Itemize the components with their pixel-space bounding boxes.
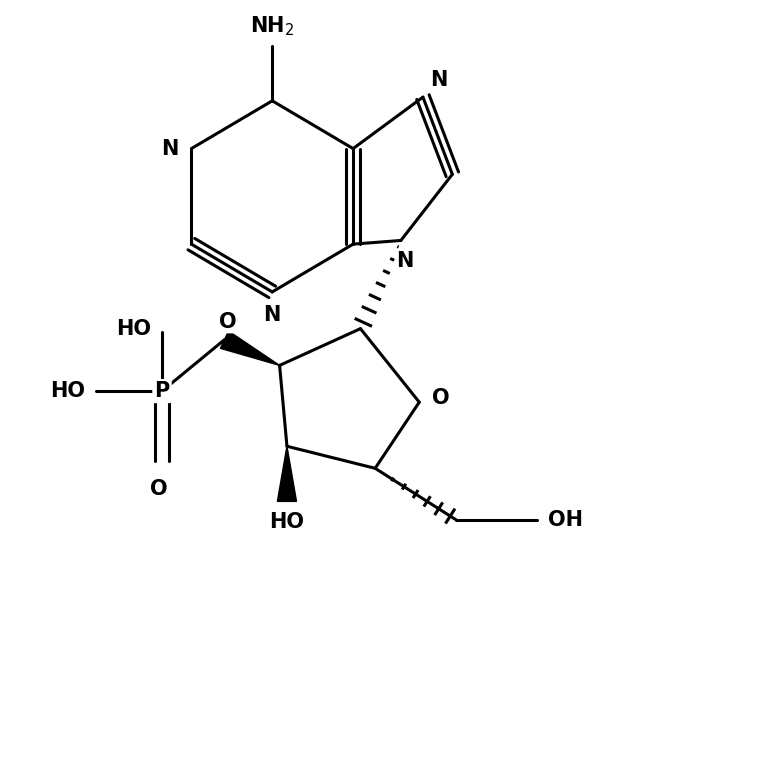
- Text: N: N: [396, 251, 413, 272]
- Text: N: N: [430, 70, 448, 89]
- Text: HO: HO: [50, 381, 85, 401]
- Text: O: O: [149, 479, 167, 499]
- Text: OH: OH: [548, 510, 583, 530]
- Text: N: N: [264, 305, 281, 325]
- Polygon shape: [278, 447, 297, 501]
- Text: O: O: [432, 388, 450, 408]
- Text: O: O: [220, 312, 237, 332]
- Text: P: P: [155, 381, 170, 401]
- Text: HO: HO: [116, 319, 151, 338]
- Text: NH$_2$: NH$_2$: [250, 15, 295, 38]
- Text: HO: HO: [269, 513, 304, 532]
- Text: N: N: [161, 138, 178, 159]
- Polygon shape: [220, 331, 279, 366]
